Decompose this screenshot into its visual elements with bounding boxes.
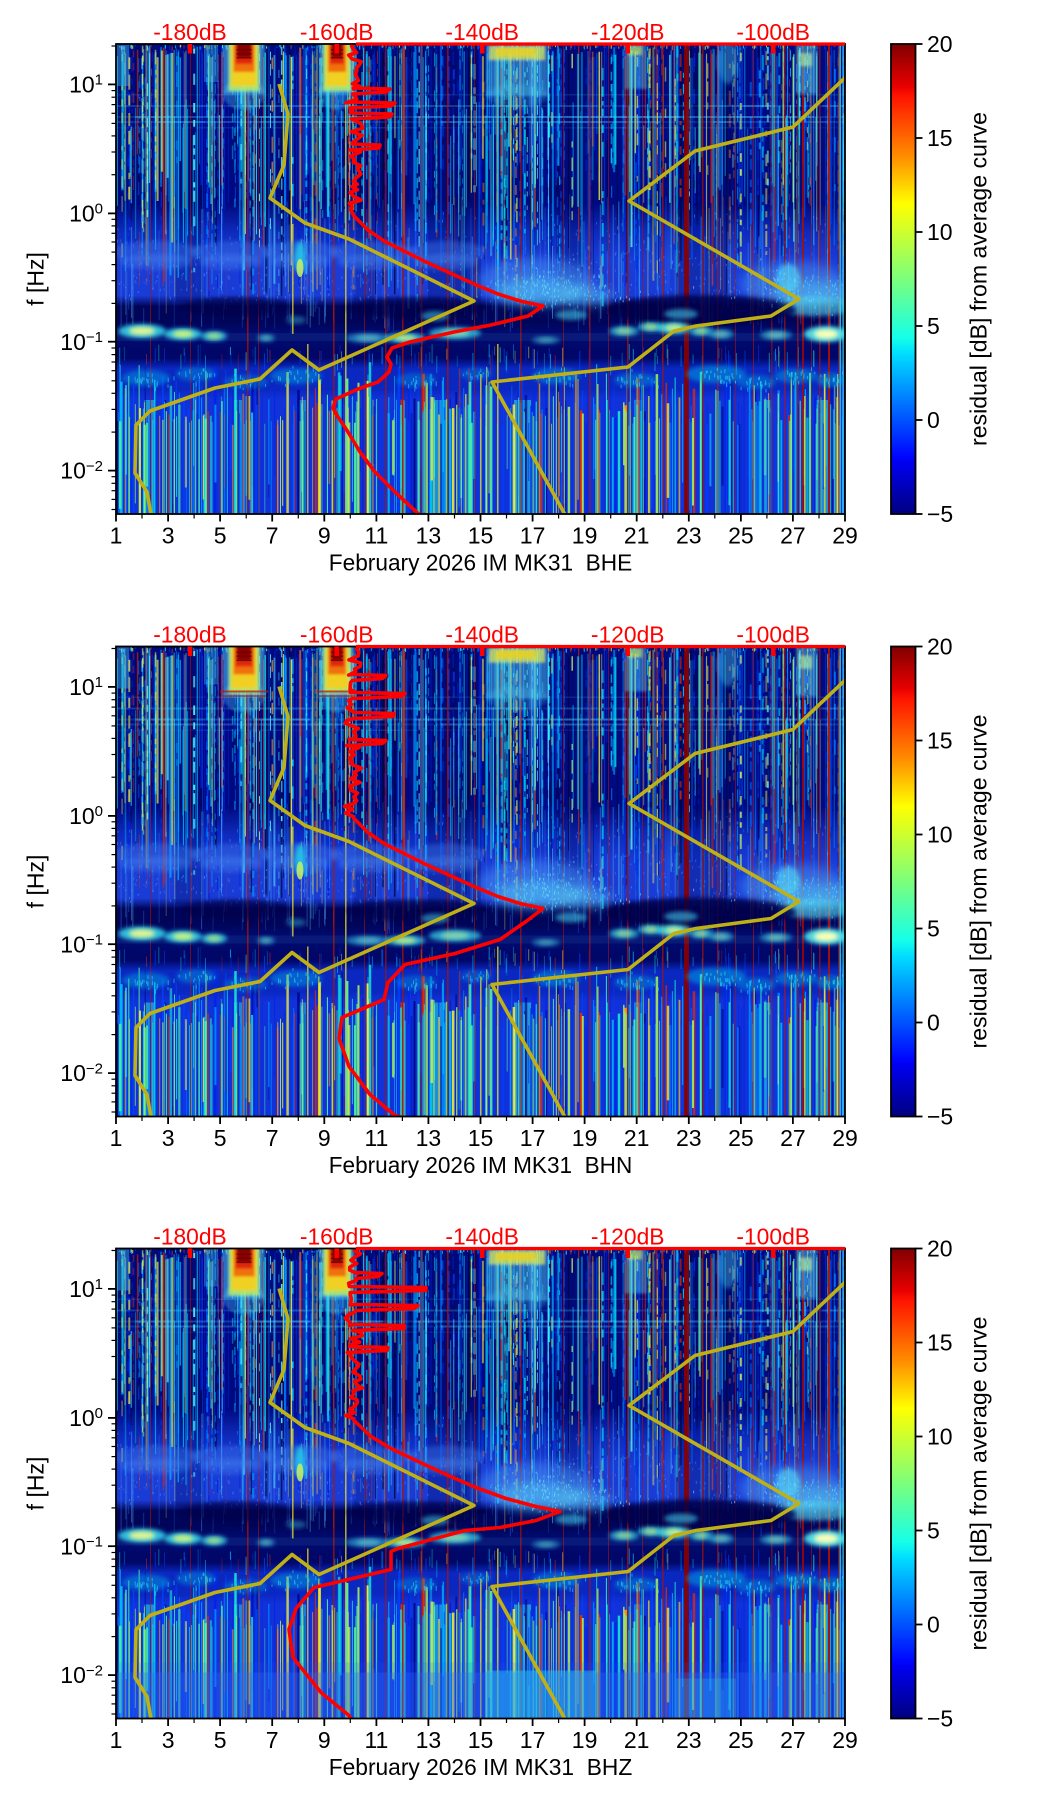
svg-text:1: 1 (110, 1727, 123, 1753)
svg-text:19: 19 (572, 523, 598, 549)
svg-text:February 2026 IM MK31 BHZ: February 2026 IM MK31 BHZ (329, 1754, 633, 1780)
svg-text:residual [dB] from average cur: residual [dB] from average curve (966, 112, 992, 446)
svg-text:20: 20 (927, 31, 953, 57)
svg-text:-160dB: -160dB (300, 19, 374, 45)
svg-text:-120dB: -120dB (591, 19, 665, 45)
svg-text:25: 25 (728, 1727, 754, 1753)
svg-text:100: 100 (69, 803, 103, 829)
svg-text:27: 27 (780, 523, 806, 549)
svg-text:−5: −5 (927, 501, 953, 527)
svg-text:-180dB: -180dB (153, 1224, 227, 1250)
svg-text:11: 11 (364, 1125, 388, 1151)
svg-text:11: 11 (364, 523, 388, 549)
svg-text:7: 7 (266, 1727, 279, 1753)
svg-text:17: 17 (520, 523, 546, 549)
svg-text:7: 7 (266, 1125, 279, 1151)
svg-text:29: 29 (832, 1727, 858, 1753)
svg-text:19: 19 (572, 1727, 598, 1753)
svg-text:-160dB: -160dB (300, 1224, 374, 1250)
svg-text:13: 13 (416, 1727, 442, 1753)
svg-text:1: 1 (110, 1125, 123, 1151)
svg-text:0: 0 (927, 1010, 940, 1036)
svg-text:-100dB: -100dB (736, 19, 810, 45)
svg-text:residual [dB] from average cur: residual [dB] from average curve (966, 715, 992, 1049)
svg-text:15: 15 (927, 728, 953, 754)
svg-text:5: 5 (927, 916, 940, 942)
svg-text:February 2026 IM MK31 BHE: February 2026 IM MK31 BHE (329, 549, 633, 575)
svg-text:3: 3 (162, 1727, 175, 1753)
svg-text:23: 23 (676, 1125, 702, 1151)
svg-text:27: 27 (780, 1125, 806, 1151)
svg-text:f [Hz]: f [Hz] (23, 855, 49, 909)
svg-text:-180dB: -180dB (153, 622, 227, 648)
svg-text:13: 13 (416, 1125, 442, 1151)
svg-text:5: 5 (214, 1727, 227, 1753)
svg-text:23: 23 (676, 1727, 702, 1753)
svg-text:5: 5 (214, 1125, 227, 1151)
svg-text:5: 5 (214, 523, 227, 549)
svg-text:-100dB: -100dB (736, 1224, 810, 1250)
svg-text:10: 10 (927, 219, 953, 245)
svg-text:f [Hz]: f [Hz] (23, 252, 49, 306)
svg-text:15: 15 (468, 1727, 494, 1753)
svg-text:3: 3 (162, 523, 175, 549)
svg-text:3: 3 (162, 1125, 175, 1151)
svg-text:-120dB: -120dB (591, 1224, 665, 1250)
svg-text:29: 29 (832, 523, 858, 549)
svg-text:25: 25 (728, 1125, 754, 1151)
svg-text:23: 23 (676, 523, 702, 549)
svg-text:9: 9 (318, 1727, 331, 1753)
svg-text:0: 0 (927, 407, 940, 433)
svg-text:10: 10 (927, 1424, 953, 1450)
svg-text:27: 27 (780, 1727, 806, 1753)
svg-text:7: 7 (266, 523, 279, 549)
svg-text:1: 1 (110, 523, 123, 549)
svg-text:13: 13 (416, 523, 442, 549)
svg-text:5: 5 (927, 313, 940, 339)
svg-text:17: 17 (520, 1125, 546, 1151)
svg-text:15: 15 (468, 1125, 494, 1151)
svg-text:20: 20 (927, 1236, 953, 1262)
svg-text:5: 5 (927, 1518, 940, 1544)
svg-text:-120dB: -120dB (591, 622, 665, 648)
svg-text:-140dB: -140dB (445, 1224, 519, 1250)
svg-text:21: 21 (624, 1125, 650, 1151)
svg-text:15: 15 (927, 125, 953, 151)
svg-text:29: 29 (832, 1125, 858, 1151)
svg-text:10: 10 (927, 822, 953, 848)
svg-text:20: 20 (927, 634, 953, 660)
svg-text:15: 15 (468, 523, 494, 549)
svg-text:-140dB: -140dB (445, 19, 519, 45)
svg-text:-100dB: -100dB (736, 622, 810, 648)
svg-text:−5: −5 (927, 1104, 953, 1130)
svg-text:100: 100 (69, 1405, 103, 1431)
svg-text:residual [dB] from average cur: residual [dB] from average curve (966, 1317, 992, 1651)
svg-text:19: 19 (572, 1125, 598, 1151)
svg-text:-180dB: -180dB (153, 19, 227, 45)
svg-text:25: 25 (728, 523, 754, 549)
svg-text:9: 9 (318, 523, 331, 549)
svg-text:9: 9 (318, 1125, 331, 1151)
svg-text:11: 11 (364, 1727, 388, 1753)
svg-text:17: 17 (520, 1727, 546, 1753)
svg-text:21: 21 (624, 523, 650, 549)
svg-text:−5: −5 (927, 1706, 953, 1732)
svg-text:-160dB: -160dB (300, 622, 374, 648)
svg-text:21: 21 (624, 1727, 650, 1753)
svg-text:f [Hz]: f [Hz] (23, 1457, 49, 1511)
svg-text:15: 15 (927, 1330, 953, 1356)
svg-text:February 2026 IM MK31 BHN: February 2026 IM MK31 BHN (329, 1152, 633, 1178)
svg-text:0: 0 (927, 1612, 940, 1638)
svg-text:-140dB: -140dB (445, 622, 519, 648)
